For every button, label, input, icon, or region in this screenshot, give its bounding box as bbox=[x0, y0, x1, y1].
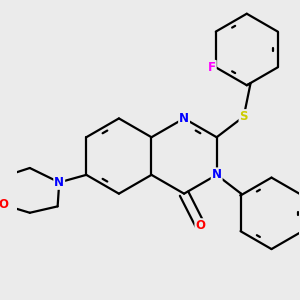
Text: S: S bbox=[239, 110, 248, 123]
Text: N: N bbox=[212, 168, 222, 182]
Text: F: F bbox=[208, 61, 216, 74]
Text: N: N bbox=[54, 176, 64, 189]
Text: O: O bbox=[195, 219, 206, 232]
Text: N: N bbox=[179, 112, 189, 125]
Text: O: O bbox=[0, 198, 8, 211]
